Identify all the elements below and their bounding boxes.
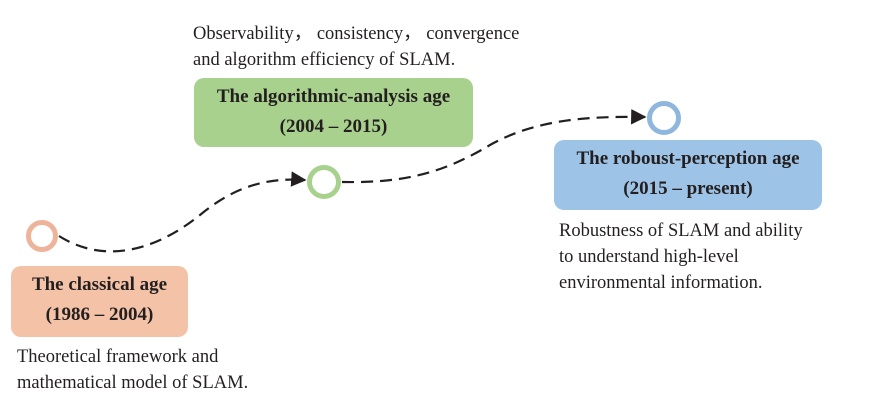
- classical-age-description: Theoretical framework and mathematical m…: [17, 347, 249, 393]
- classical-milestone-ring: [26, 220, 58, 252]
- classical-age-period: (1986 – 2004): [45, 304, 154, 325]
- robust-milestone-ring: [647, 101, 681, 135]
- dashed-path-algorithmic-to-robust: [341, 109, 647, 184]
- classical-age-title: The classical age: [31, 274, 168, 295]
- dashed-path-classical-to-algorithmic: [58, 171, 307, 253]
- robust-age-description: Robustness of SLAM and ability to unders…: [559, 221, 803, 293]
- robust-age-box: The roboust-perception age (2015 – prese…: [554, 140, 822, 210]
- algorithmic-age-period: (2004 – 2015): [279, 116, 388, 137]
- robust-age-period: (2015 – present): [623, 178, 753, 199]
- classical-age-box: The classical age (1986 – 2004): [11, 266, 188, 337]
- algorithmic-age-description: Observability， consistency， convergence …: [193, 24, 520, 70]
- algorithmic-age-title: The algorithmic-analysis age: [216, 86, 451, 107]
- robust-age-title: The roboust-perception age: [576, 148, 800, 169]
- algorithmic-age-box: The algorithmic-analysis age (2004 – 201…: [194, 78, 473, 147]
- algorithmic-milestone-ring: [307, 165, 341, 199]
